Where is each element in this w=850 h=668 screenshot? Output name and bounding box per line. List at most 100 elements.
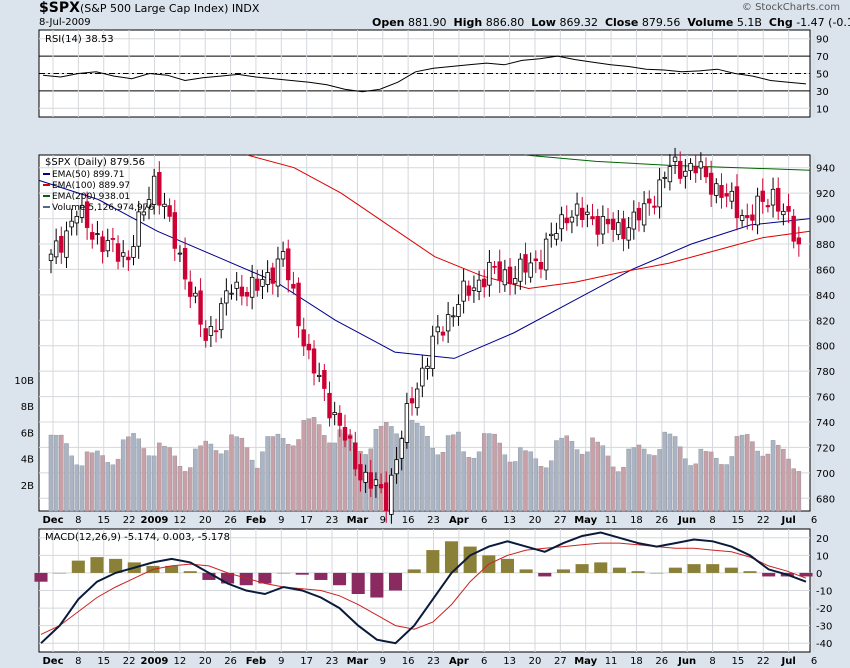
volume-bar xyxy=(306,418,312,512)
candle-body xyxy=(554,233,559,240)
volume-bar xyxy=(461,451,466,512)
candle-body xyxy=(177,252,183,255)
candle-body xyxy=(755,195,760,226)
rsi-tick-label: 70 xyxy=(816,52,829,63)
volume-bar xyxy=(95,450,100,512)
candle-body xyxy=(781,210,786,216)
candle-body xyxy=(131,246,136,258)
volume-bar xyxy=(703,451,709,512)
volume-bar xyxy=(683,458,688,512)
macd-histogram-bar xyxy=(687,564,701,573)
volume-tick-label: 10B xyxy=(14,376,34,387)
volume-bar xyxy=(533,458,539,512)
candle-body xyxy=(425,365,430,369)
volume-bar xyxy=(781,448,786,512)
candle-body xyxy=(363,471,368,483)
price-legend-title: $SPX (Daily) 879.56 xyxy=(45,157,145,168)
volume-bar xyxy=(208,443,214,512)
volume-bar xyxy=(786,458,791,512)
volume-bar xyxy=(234,436,239,512)
candle-body xyxy=(796,237,802,245)
x-axis-label: Jun xyxy=(677,515,696,526)
x-axis-label: 27 xyxy=(554,515,567,526)
candle-body xyxy=(141,211,147,216)
macd-histogram-bar xyxy=(519,569,533,573)
candle-body xyxy=(708,172,714,195)
candle-body xyxy=(435,326,441,333)
volume-bar xyxy=(796,471,802,512)
price-tick-label: 680 xyxy=(816,494,835,505)
volume-bar xyxy=(59,434,64,512)
x-axis-label: 9 xyxy=(278,515,284,526)
volume-bar xyxy=(239,437,245,512)
candle-body xyxy=(79,204,85,218)
macd-histogram-bar xyxy=(612,567,626,573)
candle-body xyxy=(399,438,404,459)
volume-bar xyxy=(657,449,662,512)
candle-body xyxy=(672,156,678,162)
candle-body xyxy=(409,398,415,404)
volume-bar xyxy=(311,417,317,512)
volume-bar xyxy=(187,467,193,512)
candle-body xyxy=(714,183,719,196)
macd-histogram-bar xyxy=(743,571,757,573)
x-axis-label: May xyxy=(574,656,597,667)
candle-body xyxy=(528,262,533,278)
rsi-tick-label: 90 xyxy=(816,35,829,46)
volume-bar xyxy=(631,447,637,512)
volume-bar xyxy=(569,441,575,512)
candle-body xyxy=(523,254,528,273)
candle-body xyxy=(420,367,425,387)
candle-body xyxy=(791,215,796,242)
candle-body xyxy=(59,235,64,253)
candle-body xyxy=(574,203,580,216)
ticker-name: (S&P 500 Large Cap Index) INDX xyxy=(80,2,260,15)
macd-histogram-bar xyxy=(277,572,291,574)
macd-histogram-bar xyxy=(407,569,421,573)
volume-bar xyxy=(708,451,714,512)
macd-histogram-bar xyxy=(314,572,328,580)
candle-body xyxy=(188,281,193,297)
macd-histogram-bar xyxy=(594,562,608,573)
candle-body xyxy=(224,290,229,304)
candle-body xyxy=(157,172,162,206)
quote-date: 8-Jul-2009 xyxy=(39,17,91,28)
x-axis-label: 9 xyxy=(380,656,386,667)
macd-histogram-bar xyxy=(500,558,514,573)
x-axis-label: 13 xyxy=(503,656,516,667)
candle-body xyxy=(378,484,384,489)
volume-bar xyxy=(595,441,600,512)
volume-bar xyxy=(579,453,585,512)
macd-tick-label: -40 xyxy=(816,639,832,650)
x-axis-label: 26 xyxy=(655,515,668,526)
macd-histogram-bar xyxy=(165,565,179,573)
x-axis-label: 12 xyxy=(173,656,186,667)
volume-bar xyxy=(549,460,554,512)
volume-bar xyxy=(255,467,260,512)
volume-bar xyxy=(105,462,110,512)
candle-body xyxy=(322,370,327,389)
volume-bar xyxy=(502,454,508,512)
candle-body xyxy=(193,292,198,297)
candle-body xyxy=(605,219,611,225)
macd-histogram-bar xyxy=(109,558,123,573)
volume-bar xyxy=(172,455,178,512)
x-axis-label: 8 xyxy=(75,515,81,526)
candle-body xyxy=(53,240,59,258)
volume-bar xyxy=(74,464,80,512)
candle-body xyxy=(559,214,564,230)
volume-bar xyxy=(291,445,296,512)
volume-bar xyxy=(667,433,673,512)
volume-bar xyxy=(492,433,497,512)
volume-bar xyxy=(425,436,430,512)
candle-body xyxy=(636,207,642,221)
volume-bar xyxy=(213,450,219,512)
candle-body xyxy=(487,261,492,286)
volume-bar xyxy=(79,465,85,512)
volume-bar xyxy=(229,434,234,512)
x-axis-label: 27 xyxy=(554,656,567,667)
candle-body xyxy=(451,315,456,318)
x-axis-label: 18 xyxy=(630,515,643,526)
volume-bar xyxy=(745,434,750,512)
candle-body xyxy=(265,272,270,285)
